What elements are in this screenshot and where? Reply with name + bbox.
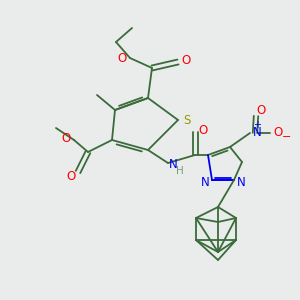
Text: O: O xyxy=(61,131,70,145)
Text: O: O xyxy=(117,52,127,65)
Text: O: O xyxy=(256,103,266,116)
Text: O: O xyxy=(66,170,76,184)
Text: N: N xyxy=(253,127,261,140)
Text: N: N xyxy=(169,158,177,172)
Text: O: O xyxy=(182,55,190,68)
Text: N: N xyxy=(237,176,245,190)
Text: O: O xyxy=(198,124,208,136)
Text: −: − xyxy=(282,132,292,142)
Text: N: N xyxy=(201,176,209,190)
Text: S: S xyxy=(183,115,191,128)
Text: O: O xyxy=(273,127,283,140)
Text: +: + xyxy=(253,120,261,130)
Text: H: H xyxy=(176,166,184,176)
